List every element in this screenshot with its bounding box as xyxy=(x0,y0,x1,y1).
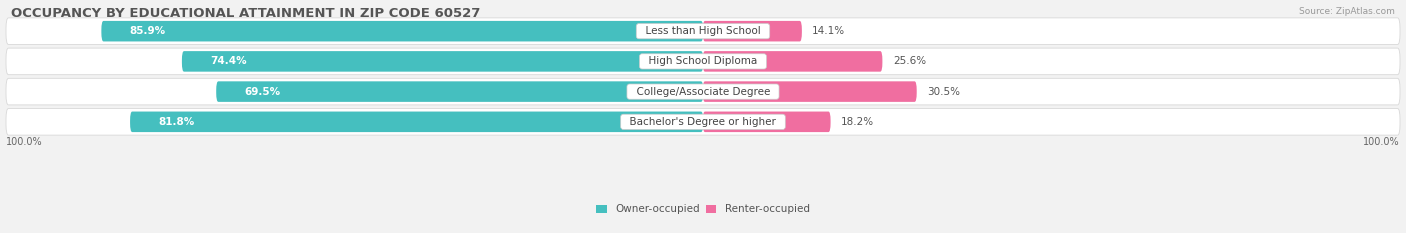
Text: 74.4%: 74.4% xyxy=(209,56,246,66)
FancyBboxPatch shape xyxy=(703,112,831,132)
Legend: Owner-occupied, Renter-occupied: Owner-occupied, Renter-occupied xyxy=(596,204,810,214)
Text: OCCUPANCY BY EDUCATIONAL ATTAINMENT IN ZIP CODE 60527: OCCUPANCY BY EDUCATIONAL ATTAINMENT IN Z… xyxy=(11,7,481,20)
Text: 18.2%: 18.2% xyxy=(841,117,875,127)
Text: 100.0%: 100.0% xyxy=(1362,137,1400,147)
FancyBboxPatch shape xyxy=(217,81,703,102)
FancyBboxPatch shape xyxy=(6,48,1400,75)
FancyBboxPatch shape xyxy=(703,21,801,41)
Text: 25.6%: 25.6% xyxy=(893,56,927,66)
Text: 100.0%: 100.0% xyxy=(6,137,44,147)
FancyBboxPatch shape xyxy=(6,78,1400,105)
FancyBboxPatch shape xyxy=(6,18,1400,45)
Text: College/Associate Degree: College/Associate Degree xyxy=(630,87,776,97)
FancyBboxPatch shape xyxy=(101,21,703,41)
FancyBboxPatch shape xyxy=(131,112,703,132)
FancyBboxPatch shape xyxy=(181,51,703,72)
Text: 14.1%: 14.1% xyxy=(813,26,845,36)
Text: 81.8%: 81.8% xyxy=(159,117,194,127)
Text: 69.5%: 69.5% xyxy=(245,87,280,97)
Text: 30.5%: 30.5% xyxy=(927,87,960,97)
Text: Source: ZipAtlas.com: Source: ZipAtlas.com xyxy=(1299,7,1395,16)
Text: Less than High School: Less than High School xyxy=(638,26,768,36)
Text: 85.9%: 85.9% xyxy=(129,26,166,36)
FancyBboxPatch shape xyxy=(703,51,883,72)
Text: Bachelor's Degree or higher: Bachelor's Degree or higher xyxy=(623,117,783,127)
FancyBboxPatch shape xyxy=(6,109,1400,135)
Text: High School Diploma: High School Diploma xyxy=(643,56,763,66)
FancyBboxPatch shape xyxy=(703,81,917,102)
